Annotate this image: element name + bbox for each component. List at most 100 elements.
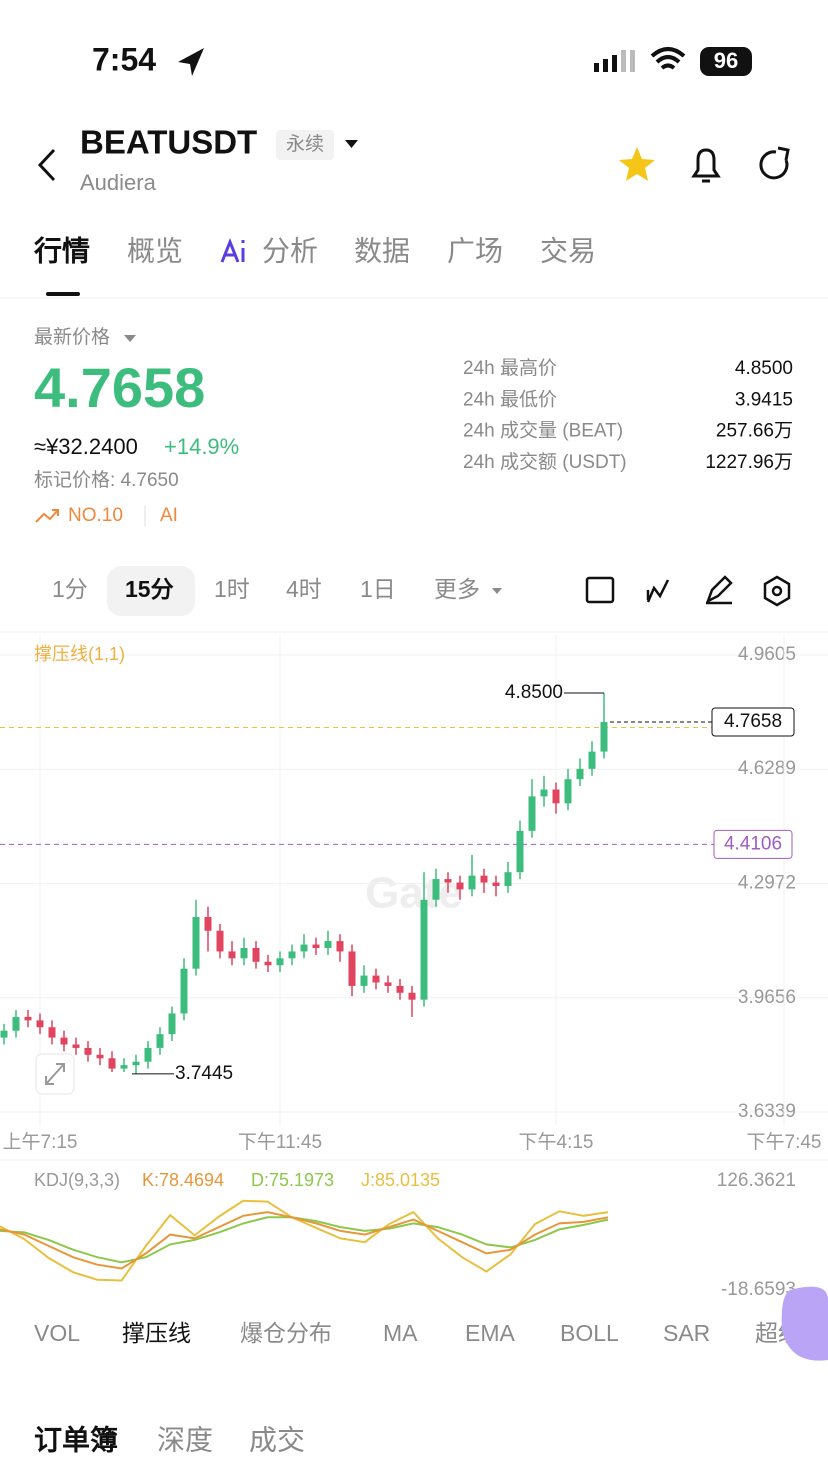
- kdj-legend: K:78.4694: [142, 1170, 224, 1190]
- price-label-caret[interactable]: [124, 335, 136, 342]
- indicator-tab[interactable]: 爆仓分布: [240, 1320, 332, 1346]
- candle-body: [408, 992, 416, 1000]
- indicator-tab[interactable]: EMA: [465, 1320, 516, 1346]
- price-change: +14.9%: [164, 434, 239, 459]
- dropdown-icon[interactable]: [345, 140, 358, 148]
- candle-body: [36, 1020, 44, 1028]
- tab[interactable]: 分析: [262, 235, 318, 266]
- badge: 永续: [286, 133, 324, 155]
- y-tick-label: 4.6289: [738, 758, 796, 779]
- stat-label: 24h 成交额 (USDT): [463, 451, 627, 473]
- indicator-tab[interactable]: 撑压线: [122, 1320, 191, 1346]
- stat-value: 3.9415: [735, 389, 793, 410]
- interval[interactable]: 4时: [286, 576, 322, 602]
- kdj-line: [0, 1199, 609, 1282]
- y-tick-label: 4.2972: [738, 873, 796, 894]
- interval[interactable]: 15分: [125, 576, 174, 602]
- tab[interactable]: 行情: [33, 234, 90, 266]
- candle-body: [24, 1016, 32, 1021]
- share-icon[interactable]: [759, 146, 790, 180]
- settings-icon-center: [771, 585, 783, 597]
- last-price-tag: [711, 707, 795, 737]
- candle-body: [336, 941, 344, 952]
- fullscreen-icon[interactable]: [585, 576, 615, 604]
- candle-body: [420, 899, 428, 1000]
- candle-body: [168, 1013, 176, 1035]
- stat-value: 257.66万: [716, 421, 793, 442]
- trend-icon: [35, 509, 59, 523]
- ai-tag[interactable]: AI: [160, 505, 178, 526]
- candle-body: [312, 944, 320, 948]
- alert-icon[interactable]: [691, 148, 721, 183]
- candle-body: [468, 875, 476, 890]
- rank[interactable]: NO.10: [68, 505, 123, 526]
- kdj-legend: J:85.0135: [361, 1170, 440, 1190]
- draw-icon[interactable]: [705, 575, 733, 605]
- more-caret[interactable]: [492, 588, 502, 594]
- candle-body: [48, 1027, 56, 1038]
- candle-body: [132, 1061, 140, 1066]
- stat-label: 24h 最低价: [463, 388, 557, 410]
- book-tab[interactable]: 深度: [157, 1424, 213, 1455]
- location-icon: [178, 48, 204, 76]
- y-tick-label: 126.3621: [717, 1170, 796, 1191]
- candle-body: [432, 879, 440, 900]
- interval[interactable]: 1日: [360, 576, 396, 602]
- indicator-tab[interactable]: MA: [383, 1320, 418, 1346]
- annotation-label: 4.8500: [505, 682, 563, 703]
- candle-body: [516, 830, 524, 873]
- indicator-tab[interactable]: BOLL: [560, 1320, 619, 1346]
- tab[interactable]: 交易: [540, 235, 596, 266]
- x-tick-label: 上午7:15: [3, 1131, 78, 1153]
- x-tick-label: 下午7:45: [747, 1131, 822, 1153]
- back-button[interactable]: [37, 148, 56, 182]
- settings-icon[interactable]: [763, 575, 791, 607]
- candle-body: [600, 722, 608, 752]
- candle-body: [216, 930, 224, 952]
- candle-body: [0, 1030, 8, 1038]
- x-tick-label: 下午11:45: [238, 1131, 322, 1153]
- candle-body: [72, 1044, 80, 1048]
- candle-body: [348, 951, 356, 986]
- assistant-bubble[interactable]: [781, 1286, 828, 1361]
- interval-active-bg: [107, 566, 195, 616]
- tab[interactable]: 广场: [447, 235, 503, 266]
- symbol[interactable]: BEATUSDT: [80, 124, 257, 161]
- stat-label: 24h 最高价: [463, 357, 557, 379]
- stat-label: 24h 成交量 (BEAT): [463, 420, 623, 442]
- battery-level: 96: [714, 48, 738, 73]
- book-tab[interactable]: 成交: [249, 1424, 305, 1455]
- favorite-star[interactable]: [619, 147, 655, 181]
- tab[interactable]: 数据: [354, 235, 410, 266]
- interval[interactable]: 1分: [52, 576, 88, 602]
- candle-body: [144, 1047, 152, 1062]
- candle-body: [60, 1037, 68, 1045]
- kdj-line: [0, 1211, 609, 1270]
- kdj-legend: D:75.1973: [251, 1170, 334, 1190]
- interval[interactable]: 更多: [434, 576, 480, 602]
- candle-body: [96, 1054, 104, 1059]
- tab[interactable]: 概览: [127, 235, 183, 266]
- support-tag: [713, 829, 793, 859]
- kdj-legend: KDJ(9,3,3): [34, 1170, 120, 1190]
- tab-underline: [46, 292, 80, 296]
- candle-body: [396, 985, 404, 993]
- interval[interactable]: 1时: [214, 576, 250, 602]
- badge-bg: [276, 130, 334, 160]
- candle-body: [492, 882, 500, 886]
- status-time: 7:54: [92, 41, 156, 77]
- cny-price: ≈¥32.2400: [34, 434, 138, 459]
- indicator-tab[interactable]: SAR: [663, 1320, 710, 1346]
- book-tab[interactable]: 订单簿: [34, 1424, 118, 1455]
- kdj-line: [0, 1216, 609, 1264]
- candle-body: [540, 789, 548, 797]
- price-label: 最新价格: [34, 326, 110, 348]
- indicator-tab[interactable]: VOL: [34, 1320, 80, 1346]
- candle-body: [156, 1034, 164, 1048]
- indicator-icon[interactable]: [646, 579, 670, 603]
- last-price-label: 4.7658: [724, 711, 782, 732]
- candle-body: [480, 875, 488, 883]
- battery: [700, 47, 752, 76]
